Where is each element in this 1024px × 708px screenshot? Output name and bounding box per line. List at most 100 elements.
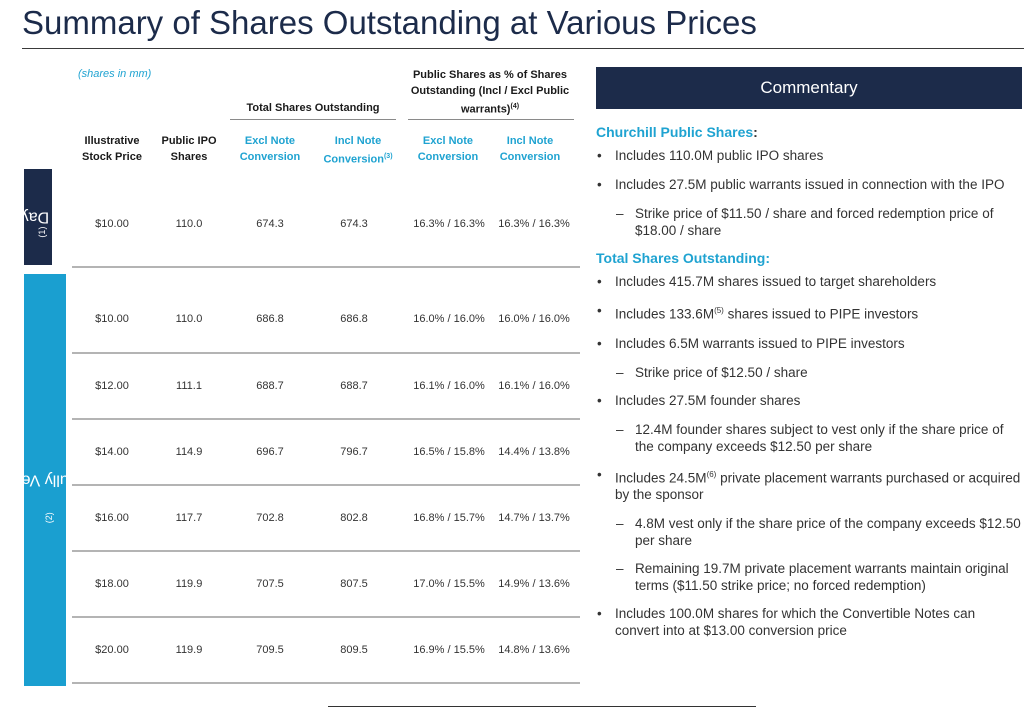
bullet-text: shares issued to PIPE investors <box>723 306 919 322</box>
table-row: $10.00 110.0 686.8 686.8 16.0% / 16.0% 1… <box>76 286 580 352</box>
group-header-public: Public Shares as % of Shares Outstanding… <box>406 67 574 118</box>
col-header-incl: Incl Note Conversion(3) <box>314 133 402 168</box>
cell-price: $20.00 <box>95 643 129 656</box>
cell-excl: 674.3 <box>256 218 284 230</box>
col-header-pub-excl: Excl Note Conversion <box>417 135 479 163</box>
col-header-incl-footnote: (3) <box>383 153 393 160</box>
col-header-incl-text: Incl Note Conversion <box>323 135 384 166</box>
side-label-fully-vested-text: Fully Vested <box>0 471 79 489</box>
row-divider <box>72 352 580 354</box>
table-row: $16.00 117.7 702.8 802.8 16.8% / 15.7% 1… <box>76 485 580 550</box>
side-label-fully-vested: Fully Vested (2) <box>0 274 79 686</box>
cell-ipo: 119.9 <box>175 577 203 590</box>
cell-price: $10.00 <box>95 313 129 325</box>
cell-ipo: 114.9 <box>175 445 203 458</box>
section-heading-public-shares: Churchill Public Shares: <box>596 124 1022 140</box>
commentary-header: Commentary <box>596 67 1022 109</box>
cell-pub-incl: 14.9% / 13.6% <box>498 577 570 590</box>
group-header-total: Total Shares Outstanding <box>246 102 380 114</box>
cell-pub-excl: 16.3% / 16.3% <box>413 218 485 230</box>
side-label-day1-text: Day 1 <box>7 208 50 226</box>
row-divider <box>72 418 580 420</box>
side-label-day1-footnote: (1) <box>37 226 48 238</box>
cell-ipo: 119.9 <box>175 643 203 656</box>
cell-incl: 688.7 <box>340 379 368 392</box>
cell-pub-incl: 16.3% / 16.3% <box>498 218 570 230</box>
cell-pub-incl: 16.0% / 16.0% <box>498 313 570 325</box>
side-label-fully-vested-footnote: (2) <box>44 512 55 524</box>
sub-bullet-item: Remaining 19.7M private placement warran… <box>596 560 1022 594</box>
cell-ipo: 117.7 <box>175 511 203 524</box>
footnote-marker: (6) <box>706 469 717 479</box>
bullet-item: Includes 6.5M warrants issued to PIPE in… <box>596 335 1022 352</box>
group-header-total-rule <box>230 119 396 120</box>
cell-price: $14.00 <box>95 445 129 458</box>
table-row: $14.00 114.9 696.7 796.7 16.5% / 15.8% 1… <box>76 419 580 484</box>
bullet-item: Includes 24.5M(6) private placement warr… <box>596 466 1022 504</box>
table-row: $10.00 110.0 674.3 674.3 16.3% / 16.3% 1… <box>76 183 580 265</box>
units-note: (shares in mm) <box>78 68 152 80</box>
cell-price: $12.00 <box>95 379 129 392</box>
cell-pub-incl: 16.1% / 16.0% <box>498 379 570 392</box>
table-row: $18.00 119.9 707.5 807.5 17.0% / 15.5% 1… <box>76 551 580 616</box>
cell-incl: 686.8 <box>340 313 368 325</box>
col-header-excl: Excl Note Conversion <box>239 135 301 163</box>
bullet-item: Includes 415.7M shares issued to target … <box>596 273 1022 290</box>
cell-ipo: 110.0 <box>175 218 203 230</box>
cell-excl: 686.8 <box>256 313 284 325</box>
cell-pub-incl: 14.8% / 13.6% <box>498 643 570 656</box>
page-title: Summary of Shares Outstanding at Various… <box>22 4 757 41</box>
cell-excl: 702.8 <box>256 511 284 524</box>
cell-pub-incl: 14.7% / 13.7% <box>498 511 570 524</box>
group-header-public-footnote: (4) <box>510 103 520 110</box>
section-heading-total-shares: Total Shares Outstanding: <box>596 250 770 266</box>
cell-price: $18.00 <box>95 577 129 590</box>
bullet-item: Includes 110.0M public IPO shares <box>596 147 1022 164</box>
cell-incl: 802.8 <box>340 511 368 524</box>
cell-pub-excl: 16.1% / 16.0% <box>413 379 485 392</box>
bullet-text: Includes 133.6M <box>615 306 715 322</box>
bullet-text: private placement warrants purchased or … <box>615 470 1021 502</box>
cell-excl: 709.5 <box>256 643 284 656</box>
bullet-text: Includes 24.5M <box>615 470 707 485</box>
cell-incl: 807.5 <box>340 577 368 590</box>
cell-pub-incl: 14.4% / 13.8% <box>498 445 570 458</box>
table-row: $12.00 111.1 688.7 688.7 16.1% / 16.0% 1… <box>76 353 580 418</box>
cell-pub-excl: 16.0% / 16.0% <box>413 313 485 325</box>
commentary-body: Churchill Public Shares: Includes 110.0M… <box>596 124 1022 651</box>
col-header-pub-incl: Incl Note Conversion <box>499 135 561 163</box>
sub-bullet-item: Strike price of $11.50 / share and force… <box>596 205 1022 239</box>
bullet-item: Includes 27.5M founder shares <box>596 392 1022 409</box>
footnote-marker: (5) <box>714 306 724 315</box>
cell-ipo: 111.1 <box>176 379 202 392</box>
row-divider <box>72 484 580 486</box>
footer-rule <box>328 706 756 707</box>
cell-excl: 707.5 <box>256 577 284 590</box>
cell-incl: 809.5 <box>340 643 368 656</box>
table-row: $20.00 119.9 709.5 809.5 16.9% / 15.5% 1… <box>76 617 580 682</box>
row-divider <box>72 550 580 552</box>
cell-incl: 796.7 <box>340 445 368 458</box>
col-header-ipo: Public IPO Shares <box>161 135 217 163</box>
cell-price: $10.00 <box>95 218 129 230</box>
sub-bullet-item: 12.4M founder shares subject to vest onl… <box>596 421 1022 455</box>
cell-pub-excl: 17.0% / 15.5% <box>413 577 485 590</box>
row-divider <box>72 682 580 684</box>
row-divider <box>72 616 580 618</box>
cell-excl: 688.7 <box>256 379 284 392</box>
bullet-item: Includes 133.6M(5) shares issued to PIPE… <box>596 302 1022 323</box>
group-header-public-text: Public Shares as % of Shares Outstanding… <box>410 69 570 116</box>
sub-bullet-item: 4.8M vest only if the share price of the… <box>596 515 1022 549</box>
cell-pub-excl: 16.5% / 15.8% <box>413 445 485 458</box>
cell-pub-excl: 16.8% / 15.7% <box>413 511 485 524</box>
bullet-item: Includes 100.0M shares for which the Con… <box>596 605 1022 639</box>
title-divider <box>22 48 1024 49</box>
group-header-public-rule <box>408 119 574 120</box>
cell-incl: 674.3 <box>340 218 368 230</box>
side-label-day1: Day 1 (1) <box>7 169 52 265</box>
section-heading-public-shares-text: Churchill Public Shares <box>596 124 754 140</box>
cell-pub-excl: 16.9% / 15.5% <box>413 643 485 656</box>
col-header-price: Illustrative Stock Price <box>82 135 142 163</box>
row-divider <box>72 266 580 268</box>
cell-ipo: 110.0 <box>175 313 203 325</box>
